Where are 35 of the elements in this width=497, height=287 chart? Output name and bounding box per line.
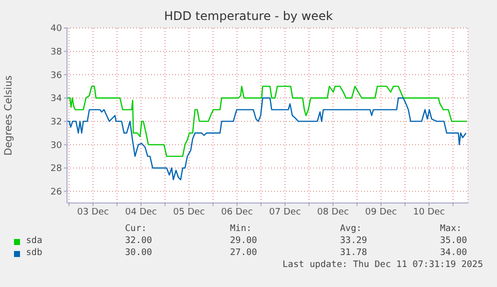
- y-tick-label: 34: [50, 94, 62, 104]
- y-tick-label: 32: [50, 118, 62, 128]
- text: 27.00: [230, 248, 258, 258]
- x-tick-label: 07 Dec: [269, 207, 301, 218]
- line-series: [67, 86, 468, 157]
- legend-label: sda: [26, 236, 42, 246]
- chart-title: HDD temperature - by week: [163, 9, 334, 23]
- y-tick-label: 26: [50, 188, 62, 198]
- text: 34.00: [440, 248, 468, 258]
- x-tick-label: 05 Dec: [173, 207, 205, 218]
- text: 30.00: [125, 248, 152, 258]
- text: 33.29: [340, 236, 368, 246]
- x-tick-label: 09 Dec: [365, 207, 397, 218]
- x-tick-label: 06 Dec: [221, 207, 253, 218]
- y-tick-label: 30: [50, 140, 62, 151]
- text: 35.00: [440, 236, 468, 246]
- y-tick-label: 28: [50, 164, 62, 174]
- x-tick-label: 03 Dec: [77, 207, 109, 218]
- legend-label: sdb: [26, 248, 42, 258]
- y-axis-title: Degrees Celsius: [4, 75, 15, 156]
- text: 31.78: [340, 248, 368, 258]
- line-series: [67, 97, 467, 180]
- text: Avg:: [340, 224, 362, 234]
- y-tick-label: 38: [50, 48, 62, 58]
- text: Last update: Thu Dec 11 07:31:19 2025: [282, 260, 483, 270]
- y-tick-label: 40: [50, 24, 62, 34]
- text: 29.00: [230, 236, 258, 246]
- y-tick-label: 36: [50, 70, 62, 81]
- x-tick-label: 08 Dec: [317, 207, 349, 218]
- text: 32.00: [125, 236, 152, 246]
- x-tick-label: 04 Dec: [125, 207, 157, 218]
- text: Min:: [230, 224, 252, 234]
- text: Cur:: [125, 224, 147, 234]
- text: Max:: [440, 224, 462, 234]
- x-tick-label: 10 Dec: [413, 207, 445, 218]
